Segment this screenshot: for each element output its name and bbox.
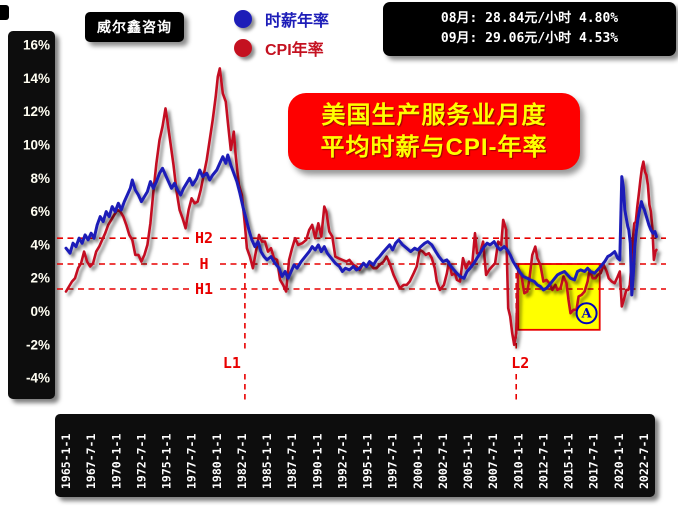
x-tick-label: 2020-1-1 — [612, 434, 626, 489]
x-tick-label: 1972-7-1 — [134, 434, 148, 489]
reading-august: 08月: 28.84元/小时 4.80% — [440, 11, 619, 26]
latest-readings-box: 08月: 28.84元/小时 4.80% 09月: 29.06元/小时 4.53… — [383, 2, 676, 57]
y-axis-bar — [8, 31, 55, 399]
y-tick-label: 10% — [23, 138, 50, 153]
x-tick-label: 1977-7-1 — [185, 434, 199, 489]
y-tick-label: 14% — [23, 71, 50, 86]
x-tick-label: 1980-1-1 — [210, 434, 224, 489]
h-line-label-H: H — [199, 255, 208, 273]
x-tick-label: 2002-7-1 — [436, 434, 450, 489]
reading-september: 09月: 29.06元/小时 4.53% — [440, 31, 619, 47]
x-axis-bar — [55, 414, 655, 497]
legend-item-cpi: CPI年率 — [234, 33, 329, 62]
brand-label: 威尔鑫咨询 — [97, 19, 172, 35]
legend-item-wage: 时薪年率 — [234, 4, 329, 33]
marker-a-circle-icon — [575, 302, 598, 325]
corner-mark — [0, 5, 9, 20]
wage-line — [64, 153, 658, 297]
x-tick-label: 1967-7-1 — [84, 434, 98, 489]
marker-a-label: A — [581, 307, 593, 322]
x-tick-label: 1985-1-1 — [260, 434, 274, 489]
h-line-label-H1: H1 — [195, 280, 213, 298]
x-tick-label: 1995-1-1 — [361, 434, 375, 489]
x-tick-label: 1975-1-1 — [160, 434, 174, 489]
x-tick-label: 1970-1-1 — [109, 434, 123, 489]
y-tick-label: -4% — [26, 371, 50, 386]
legend-label-wage: 时薪年率 — [265, 12, 330, 30]
brand-box: 威尔鑫咨询 — [85, 12, 184, 42]
y-tick-label: 12% — [23, 104, 50, 119]
y-tick-label: 8% — [30, 171, 50, 186]
cpi-line — [64, 67, 658, 347]
x-tick-label: 2022-7-1 — [637, 434, 651, 489]
x-tick-label: 1982-7-1 — [235, 434, 249, 489]
x-tick-label: 2017-7-1 — [587, 434, 601, 489]
chart-legend: 时薪年率 CPI年率 — [234, 4, 329, 62]
chart-title: 美国生产服务业月度 平均时薪与CPI-年率 — [288, 93, 580, 171]
x-tick-label: 2000-1-1 — [411, 434, 425, 489]
x-tick-label: 2015-1-1 — [562, 434, 576, 489]
x-tick-label: 2005-1-1 — [461, 434, 475, 489]
y-tick-label: 6% — [30, 204, 50, 219]
x-tick-label: 1987-7-1 — [285, 434, 299, 489]
x-tick-label: 2007-7-1 — [486, 434, 500, 489]
chart-title-line1: 美国生产服务业月度 — [321, 102, 547, 129]
wage-series-dot-icon — [234, 9, 252, 28]
x-tick-label: 1992-7-1 — [335, 434, 349, 489]
x-tick-label: 1990-1-1 — [310, 434, 324, 489]
y-tick-label: -2% — [26, 337, 50, 352]
y-tick-label: 16% — [23, 38, 50, 53]
chart-title-line2: 平均时薪与CPI-年率 — [320, 133, 548, 161]
legend-label-cpi: CPI年率 — [265, 41, 324, 59]
cpi-series-dot-icon — [234, 38, 252, 57]
y-tick-label: 4% — [30, 237, 50, 252]
x-tick-label: 2012-7-1 — [536, 434, 550, 489]
y-tick-label: 2% — [30, 271, 50, 286]
v-line-label-L1: L1 — [223, 354, 241, 372]
v-line-label-L2: L2 — [511, 354, 529, 372]
h-line-label-H2: H2 — [195, 229, 213, 247]
x-tick-label: 2010-1-1 — [511, 434, 525, 489]
x-tick-label: 1965-1-1 — [59, 434, 73, 489]
y-tick-label: 0% — [30, 304, 50, 319]
x-tick-label: 1997-7-1 — [386, 434, 400, 489]
